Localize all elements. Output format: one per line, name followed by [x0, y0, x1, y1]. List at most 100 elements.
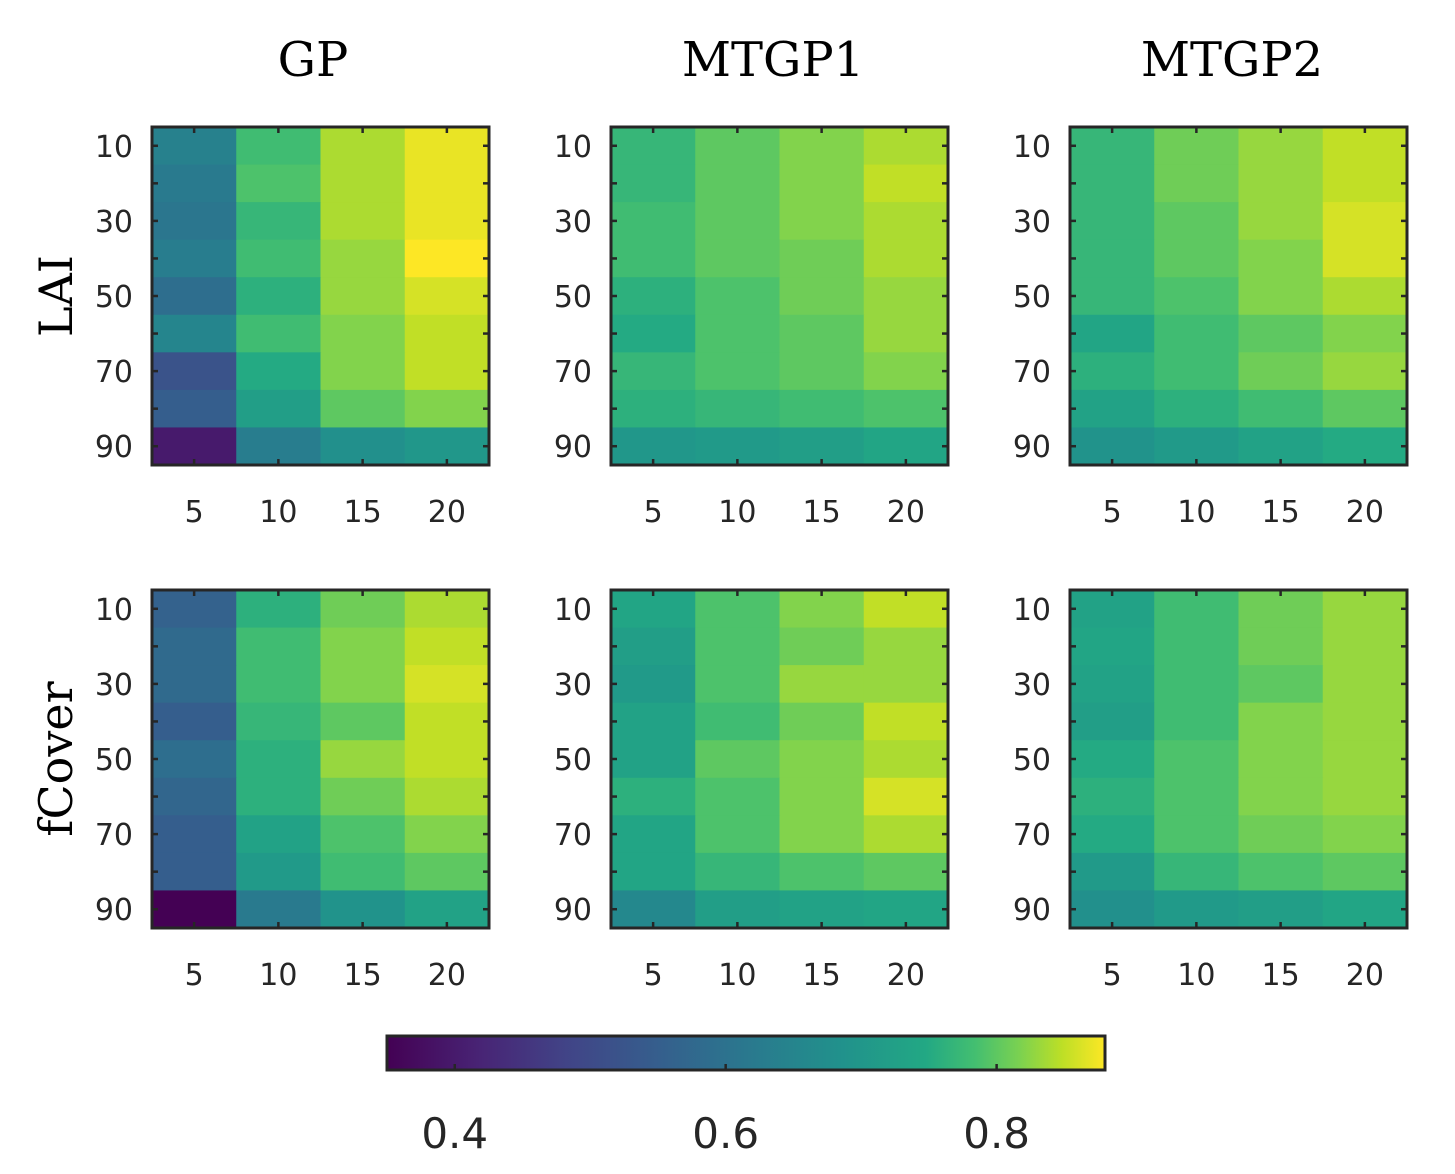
heatmap-cell: [404, 740, 490, 779]
x-tick-label: 10: [259, 495, 297, 530]
y-tick-label: 30: [95, 205, 133, 240]
heatmap-cell: [320, 665, 406, 704]
panel-lai-mtgp1: 5 10 15 20 10 30 50 70 90: [554, 125, 950, 530]
heatmap-cell: [152, 202, 237, 241]
heatmap-cell: [1070, 239, 1155, 278]
heatmap-cell: [695, 590, 781, 629]
y-tick-label: 90: [1013, 430, 1051, 465]
x-tick-label: 5: [644, 958, 663, 993]
heatmap-cell: [1070, 740, 1155, 779]
y-tick-label: 90: [554, 430, 592, 465]
heatmap-cell: [863, 389, 949, 429]
heatmap-cell: [320, 314, 406, 353]
y-tick-label: 50: [554, 743, 592, 778]
heatmap-cell: [320, 127, 406, 166]
heatmap-cell: [779, 590, 865, 629]
heatmap-cell: [1154, 702, 1240, 741]
y-tick-label: 10: [1013, 130, 1051, 165]
heatmap-cell: [1154, 627, 1240, 666]
heatmap-cell: [1238, 314, 1324, 353]
y-tick-label: 70: [1013, 818, 1051, 853]
heatmap-cell: [1154, 665, 1240, 704]
x-tick-label: 15: [803, 495, 841, 530]
heatmap-cell: [863, 277, 949, 316]
heatmap-cell: [779, 277, 865, 316]
heatmap-cell: [152, 852, 237, 892]
heatmap-cell: [236, 164, 322, 203]
panel-fcover-gp: 5 10 15 20 10 30 50 70 90: [95, 588, 491, 993]
heatmap-cell: [779, 239, 865, 278]
x-tick-label: 5: [1103, 958, 1122, 993]
heatmap-cell: [404, 702, 490, 741]
heatmap-cell: [1322, 777, 1408, 816]
heatmap-cell: [611, 202, 696, 241]
heatmap-cell: [611, 277, 696, 316]
heatmap-cell: [1154, 740, 1240, 779]
heatmap-cell: [320, 164, 406, 203]
heatmap-cell: [611, 389, 696, 429]
heatmap-cell: [779, 389, 865, 429]
heatmap-cell: [1154, 777, 1240, 816]
y-tick-label: 10: [554, 593, 592, 628]
heatmap-cell: [404, 314, 490, 353]
heatmap-cell: [863, 740, 949, 779]
panel-fcover-mtgp1: 5 10 15 20 10 30 50 70 90: [554, 588, 950, 993]
heatmap-cell: [152, 627, 237, 666]
heatmap-cell: [1070, 127, 1155, 166]
heatmap-cell: [863, 164, 949, 203]
x-tick-label: 20: [1346, 958, 1384, 993]
heatmap-cell: [404, 164, 490, 203]
heatmap-cell: [695, 277, 781, 316]
heatmap-cell: [611, 665, 696, 704]
x-tick-label: 5: [185, 495, 204, 530]
heatmap-cell: [863, 127, 949, 166]
heatmap-cell: [152, 665, 237, 704]
y-tick-label: 50: [554, 280, 592, 315]
heatmap-cell: [779, 815, 865, 854]
heatmap-cell: [152, 590, 237, 629]
x-tick-label: 10: [1177, 495, 1215, 530]
heatmap-cell: [611, 777, 696, 816]
colorbar: 0.4 0.6 0.8: [385, 1034, 1107, 1158]
heatmap-cell: [611, 740, 696, 779]
heatmap-cell: [779, 777, 865, 816]
heatmap-cell: [236, 777, 322, 816]
heatmap-cell: [236, 352, 322, 391]
heatmap-cell: [404, 590, 490, 629]
heatmap-cell: [152, 352, 237, 391]
heatmap-cell: [1322, 852, 1408, 892]
heatmap-cell: [1070, 815, 1155, 854]
heatmap-cell: [863, 239, 949, 278]
heatmap-cell: [320, 627, 406, 666]
column-title-gp: GP: [278, 32, 349, 88]
y-tick-label: 70: [95, 355, 133, 390]
heatmap-cell: [236, 590, 322, 629]
row-label-fcover: fCover: [29, 681, 83, 836]
x-tick-label: 15: [1262, 958, 1300, 993]
heatmap-cell: [863, 590, 949, 629]
panel-lai-gp: 5 10 15 20 10 30 50 70 90: [95, 125, 491, 530]
heatmap-cell: [779, 352, 865, 391]
heatmap-cell: [611, 815, 696, 854]
heatmap-cell: [611, 590, 696, 629]
heatmap-cell: [1070, 352, 1155, 391]
heatmap-cell: [1322, 164, 1408, 203]
y-tick-label: 70: [1013, 355, 1051, 390]
heatmap-cell: [1154, 389, 1240, 429]
x-tick-label: 10: [718, 958, 756, 993]
heatmap-cell: [695, 127, 781, 166]
heatmap-cell: [611, 164, 696, 203]
heatmap-cell: [695, 389, 781, 429]
heatmap-cell: [236, 389, 322, 429]
heatmap-cell: [1154, 815, 1240, 854]
heatmap-cell: [695, 852, 781, 892]
x-tick-label: 20: [428, 495, 466, 530]
heatmap-cell: [1070, 164, 1155, 203]
heatmap-cell: [1070, 590, 1155, 629]
heatmap-cell: [695, 239, 781, 278]
heatmap-cell: [1322, 702, 1408, 741]
heatmap-cell: [320, 352, 406, 391]
heatmap-cell: [1154, 164, 1240, 203]
heatmap-cell: [1238, 389, 1324, 429]
